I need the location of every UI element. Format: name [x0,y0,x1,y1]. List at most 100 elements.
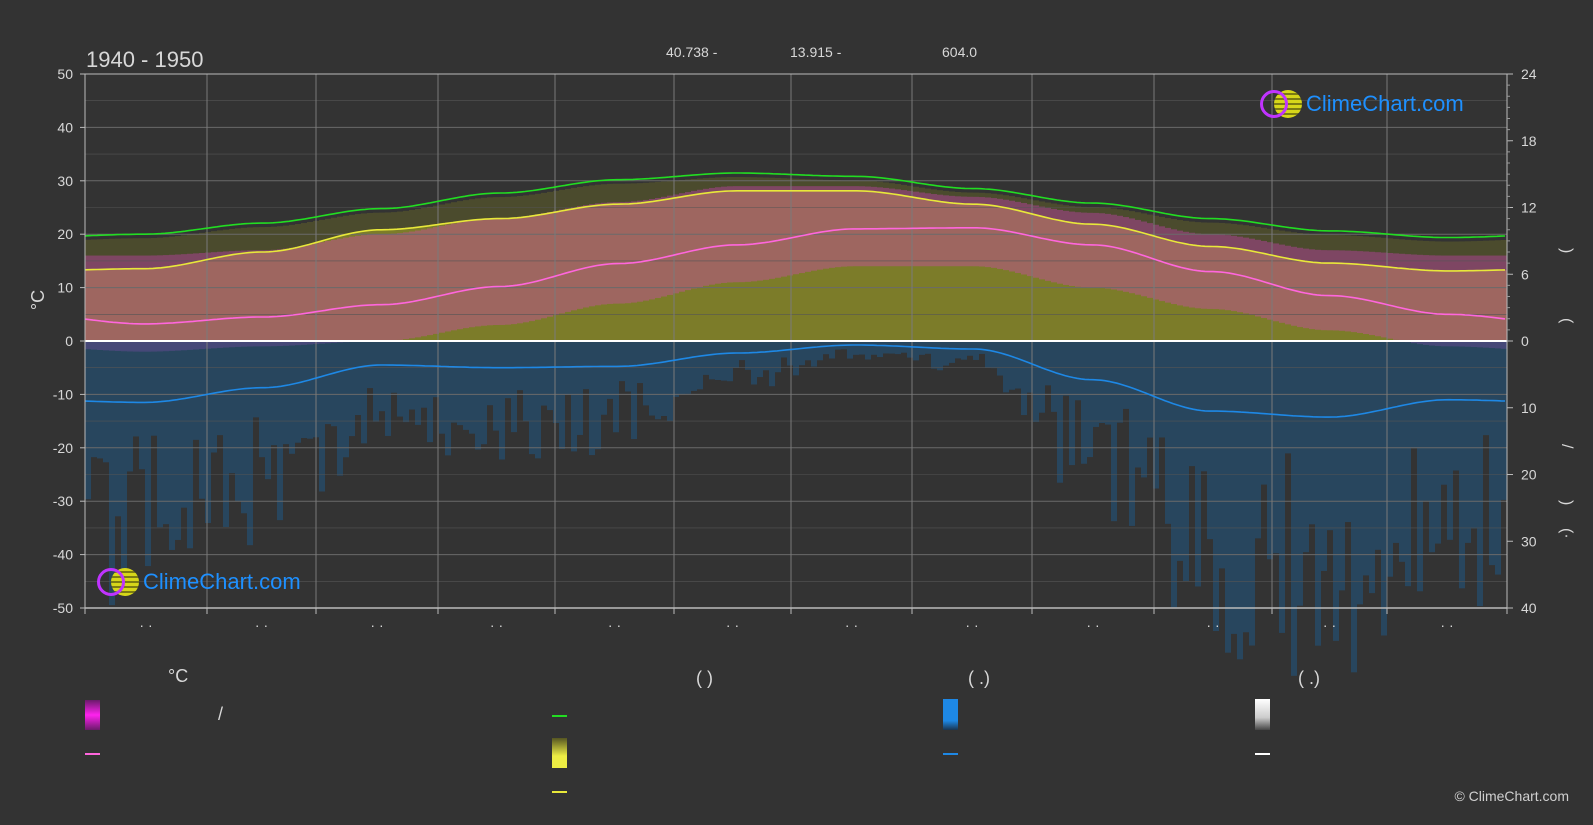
legend-temp-range-swatch [85,700,100,730]
daylight-bar [157,237,163,268]
daylight-bar [1099,207,1105,225]
sunshine-bar [133,268,139,341]
precip-bar [295,341,301,443]
logo-bottom[interactable]: ClimeChart.com [97,568,301,596]
chart-lines [84,172,1506,418]
precip-bar [1195,341,1201,587]
temp-range-bar [637,200,643,302]
logo-top[interactable]: ClimeChart.com [1260,90,1464,118]
left-axis-unit: °C [28,290,48,310]
left-tick-label: -30 [53,493,73,509]
daylight-bar [1183,220,1189,244]
sunshine-bar [1297,260,1303,341]
precip-bar [187,341,193,549]
sunshine-bar [1321,263,1327,341]
temp-range-bar [301,245,307,345]
precip-bar [1399,341,1405,562]
daylight-bar [655,181,661,201]
sunshine-bar [1471,270,1477,341]
precip-bar [163,341,169,525]
daylight-bar [1237,224,1243,249]
daylight-bar [1477,240,1483,271]
sunshine-bar [451,222,457,341]
precip-bar [469,341,475,434]
temp-range-bar [589,204,595,307]
daylight-bar [1171,219,1177,242]
sunshine-bar [193,261,199,341]
daylight-bar [217,230,223,257]
precip-bar [1213,341,1219,631]
temp-range-bar [1459,255,1465,347]
temp-range-bar [571,207,577,311]
sunshine-bar [397,229,403,341]
daylight-bar [121,238,127,269]
temp-range-bar [1063,210,1069,285]
precip-bar [1129,341,1135,526]
daylight-bar [943,190,949,203]
temp-range-bar [709,187,715,285]
temp-range-bar [1285,245,1291,325]
sunshine-bar [1303,261,1309,341]
precip-bar [1021,341,1027,416]
precip-bar [1447,341,1453,540]
copyright[interactable]: © ClimeChart.com [1454,788,1569,804]
sunshine-bar [319,240,325,341]
precip-bar [199,341,205,499]
right-tick-label: 20 [1521,467,1537,483]
temp-range-bar [1321,250,1327,331]
precip-bar [1393,341,1399,543]
precip-bar [547,341,553,411]
sunshine-bar [109,269,115,341]
temp-range-bar [361,235,367,342]
sunshine-bar [1483,270,1489,341]
sunshine-bar [865,191,871,341]
precip-bar [535,341,541,459]
daylight-line [84,172,1506,239]
sunshine-bar [1111,226,1117,341]
precip-bar [1441,341,1447,485]
month-label: · · [139,617,152,633]
sunshine-bar [1135,231,1141,341]
temp-range-bar [1315,249,1321,330]
daylight-bar [1471,241,1477,271]
precip-bar [241,341,247,514]
sunshine-bar [1423,270,1429,341]
daylight-bar [295,223,301,248]
temp-range-bar [1477,255,1483,348]
daylight-bar [181,235,187,265]
precip-bar [331,341,337,427]
daylight-bar [1225,223,1231,248]
daylight-bar [553,190,559,212]
daylight-bar [1249,226,1255,252]
daylight-bar [1441,241,1447,271]
precip-bar [541,341,547,406]
precip-bar [865,341,871,360]
daylight-bar [163,237,169,268]
precip-bar [793,341,799,376]
daylight-bar [427,206,433,226]
precip-bar [799,341,805,366]
temp-range-bar [1015,201,1021,273]
legend-precip-title: ( .) [968,668,990,688]
temp-range-bar [175,254,181,351]
precip-bar [1249,341,1255,646]
sunshine-bar [1357,264,1363,341]
sunshine-bar [91,269,97,341]
sunshine-bar [229,254,235,341]
sunshine-bar [1153,236,1159,341]
sunshine-bar [217,256,223,341]
sunshine-bar [1087,224,1093,341]
legend-snow-title: ( .) [1298,668,1320,688]
precip-bar [1429,341,1435,553]
temp-range-bar [109,255,115,351]
precip-bar [1321,341,1327,571]
precip-bar [847,341,853,359]
daylight-bar [535,193,541,216]
precip-bar [787,341,793,366]
temp-range-bar [115,255,121,352]
precip-bar [349,341,355,437]
month-label: · · [490,617,503,633]
sunshine-bar [877,192,883,341]
sunshine-bar [151,268,157,341]
daylight-bar [457,201,463,222]
